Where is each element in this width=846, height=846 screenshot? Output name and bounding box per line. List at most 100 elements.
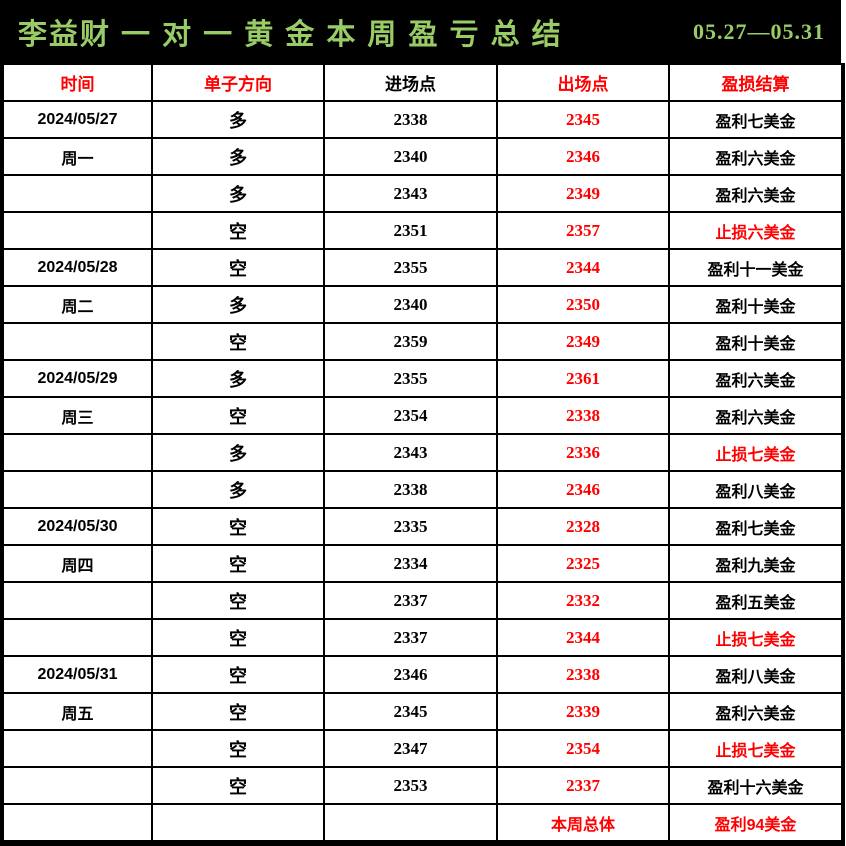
table-row: 2024/05/30 空 2335 2328 盈利七美金 bbox=[1, 507, 844, 546]
total-row: 本周总体 盈利94美金 bbox=[1, 803, 844, 844]
cell-result: 盈利七美金 bbox=[668, 507, 844, 546]
column-header-time: 时间 bbox=[1, 63, 153, 102]
cell-entry: 2340 bbox=[323, 137, 498, 176]
cell-time bbox=[1, 433, 153, 472]
cell-result: 盈利六美金 bbox=[668, 137, 844, 176]
cell-result: 盈利十六美金 bbox=[668, 766, 844, 805]
table-row: 2024/05/28 空 2355 2344 盈利十一美金 bbox=[1, 248, 844, 287]
table-row: 空 2359 2349 盈利十美金 bbox=[1, 322, 844, 361]
page-title: 李益财 一 对 一 黄 金 本 周 盈 亏 总 结 bbox=[18, 18, 563, 51]
table-row: 多 2343 2349 盈利六美金 bbox=[1, 174, 844, 213]
cell-exit: 2328 bbox=[496, 507, 670, 546]
cell-exit: 2337 bbox=[496, 766, 670, 805]
cell-result: 盈利八美金 bbox=[668, 655, 844, 694]
table-row: 多 2338 2346 盈利八美金 bbox=[1, 470, 844, 509]
cell-exit: 2346 bbox=[496, 137, 670, 176]
title-bar: 李益财 一 对 一 黄 金 本 周 盈 亏 总 结 05.27—05.31 bbox=[0, 0, 841, 63]
cell-entry: 2355 bbox=[323, 359, 498, 398]
cell-time bbox=[1, 470, 153, 509]
cell-entry: 2337 bbox=[323, 618, 498, 657]
cell-entry: 2343 bbox=[323, 174, 498, 213]
cell-result: 盈利六美金 bbox=[668, 359, 844, 398]
cell-entry: 2351 bbox=[323, 211, 498, 250]
cell-direction: 空 bbox=[151, 211, 325, 250]
cell-entry: 2355 bbox=[323, 248, 498, 287]
table-row: 周五空 2345 2339 盈利六美金 bbox=[1, 692, 844, 731]
table-body: 2024/05/27 多 2338 2345 盈利七美金 周一多 2340 2346 盈利六美金… bbox=[1, 100, 844, 805]
cell-entry: 2345 bbox=[323, 692, 498, 731]
cell-direction: 空 bbox=[151, 655, 325, 694]
cell-time bbox=[1, 618, 153, 657]
cell-entry: 2340 bbox=[323, 285, 498, 324]
cell-exit: 2357 bbox=[496, 211, 670, 250]
cell-time bbox=[1, 174, 153, 213]
cell-exit: 2346 bbox=[496, 470, 670, 509]
cell-direction: 多 bbox=[151, 174, 325, 213]
cell-direction: 多 bbox=[151, 100, 325, 139]
cell-result: 止损七美金 bbox=[668, 433, 844, 472]
cell-direction: 多 bbox=[151, 433, 325, 472]
cell-exit: 2339 bbox=[496, 692, 670, 731]
cell-direction: 多 bbox=[151, 359, 325, 398]
cell-entry: 2338 bbox=[323, 470, 498, 509]
cell-time: 2024/05/31 bbox=[1, 655, 153, 694]
cell-result: 止损七美金 bbox=[668, 618, 844, 657]
cell-direction: 空 bbox=[151, 729, 325, 768]
table-row: 周三空 2354 2338 盈利六美金 bbox=[1, 396, 844, 435]
cell-exit: 2344 bbox=[496, 248, 670, 287]
cell-time bbox=[1, 211, 153, 250]
cell-direction: 空 bbox=[151, 618, 325, 657]
cell-exit: 2325 bbox=[496, 544, 670, 583]
cell-entry: 2337 bbox=[323, 581, 498, 620]
cell-entry: 2338 bbox=[323, 100, 498, 139]
cell-exit: 2361 bbox=[496, 359, 670, 398]
cell-exit: 2349 bbox=[496, 322, 670, 361]
cell-entry: 2359 bbox=[323, 322, 498, 361]
cell-exit: 2344 bbox=[496, 618, 670, 657]
table-row: 空 2337 2332 盈利五美金 bbox=[1, 581, 844, 620]
cell-entry: 2343 bbox=[323, 433, 498, 472]
cell-time bbox=[1, 322, 153, 361]
cell-result: 盈利十美金 bbox=[668, 322, 844, 361]
cell-exit: 2354 bbox=[496, 729, 670, 768]
cell-direction: 空 bbox=[151, 248, 325, 287]
column-header-exit: 出场点 bbox=[496, 63, 670, 102]
table-row: 周二多 2340 2350 盈利十美金 bbox=[1, 285, 844, 324]
cell-direction: 空 bbox=[151, 396, 325, 435]
cell-result: 盈利六美金 bbox=[668, 692, 844, 731]
cell-direction: 空 bbox=[151, 507, 325, 546]
cell-entry: 2346 bbox=[323, 655, 498, 694]
cell-time: 2024/05/27 bbox=[1, 100, 153, 139]
cell-direction: 空 bbox=[151, 322, 325, 361]
cell-direction: 空 bbox=[151, 581, 325, 620]
cell-direction: 空 bbox=[151, 766, 325, 805]
table-row: 空 2353 2337 盈利十六美金 bbox=[1, 766, 844, 805]
cell-entry: 2353 bbox=[323, 766, 498, 805]
cell-time: 2024/05/28 bbox=[1, 248, 153, 287]
cell-exit: 2350 bbox=[496, 285, 670, 324]
cell-direction: 空 bbox=[151, 544, 325, 583]
cell-time bbox=[1, 803, 153, 844]
cell-exit: 2338 bbox=[496, 655, 670, 694]
cell-entry: 2335 bbox=[323, 507, 498, 546]
cell-time bbox=[1, 766, 153, 805]
cell-direction: 多 bbox=[151, 285, 325, 324]
cell-time: 周五 bbox=[1, 692, 153, 731]
cell-time: 2024/05/30 bbox=[1, 507, 153, 546]
cell-time: 周四 bbox=[1, 544, 153, 583]
cell-direction bbox=[151, 803, 325, 844]
cell-result: 盈利八美金 bbox=[668, 470, 844, 509]
cell-result: 盈利七美金 bbox=[668, 100, 844, 139]
cell-result: 盈利六美金 bbox=[668, 174, 844, 213]
table-row: 空 2351 2357 止损六美金 bbox=[1, 211, 844, 250]
cell-direction: 空 bbox=[151, 692, 325, 731]
table-row: 2024/05/29 多 2355 2361 盈利六美金 bbox=[1, 359, 844, 398]
cell-time: 周二 bbox=[1, 285, 153, 324]
title-date-range: 05.27—05.31 bbox=[693, 18, 825, 44]
cell-time: 周三 bbox=[1, 396, 153, 435]
cell-result: 盈利十一美金 bbox=[668, 248, 844, 287]
table-row: 空 2347 2354 止损七美金 bbox=[1, 729, 844, 768]
column-header-entry: 进场点 bbox=[323, 63, 498, 102]
cell-time bbox=[1, 581, 153, 620]
